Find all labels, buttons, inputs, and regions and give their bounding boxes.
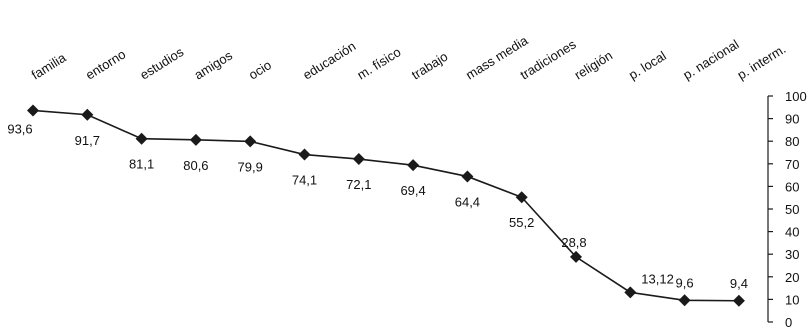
data-point-marker [732, 294, 745, 307]
data-point-marker [624, 286, 637, 299]
data-label: 74,1 [292, 173, 317, 188]
category-label: trabajo [409, 49, 451, 83]
y-tick-label: 0 [785, 315, 792, 330]
category-label: religión [572, 48, 616, 83]
data-label: 69,4 [400, 183, 425, 198]
y-tick-label: 80 [785, 134, 799, 149]
y-tick-label: 70 [785, 157, 799, 172]
data-point-marker [298, 148, 311, 161]
data-label: 81,1 [129, 157, 154, 172]
data-label: 55,2 [509, 215, 534, 230]
data-label: 9,6 [676, 275, 694, 290]
data-labels: 93,6 91,7 81,1 80,6 79,9 74,1 72,1 69,4 64,4 55,2… [7, 121, 748, 290]
category-label: p. interm. [735, 41, 789, 82]
data-label: 72,1 [346, 177, 371, 192]
category-label: entorno [83, 46, 128, 82]
data-point-marker [81, 108, 94, 121]
y-tick-label: 50 [785, 202, 799, 217]
data-label: 93,6 [7, 121, 32, 136]
y-axis: 0 10 20 30 40 50 60 70 80 90 100 [767, 89, 807, 330]
category-label: p. nacional [680, 36, 741, 82]
data-point-marker [515, 191, 528, 204]
y-tick-label: 20 [785, 270, 799, 285]
category-labels: familia entorno estudios amigos ocio educació… [29, 32, 789, 82]
category-label: p. local [626, 48, 669, 83]
data-point-marker [135, 132, 148, 145]
category-label: estudios [137, 44, 186, 83]
data-point-marker [570, 250, 582, 263]
data-markers [27, 104, 745, 307]
data-point-marker [407, 159, 420, 172]
data-label: 64,4 [455, 194, 480, 209]
data-point-marker [189, 133, 202, 146]
y-tick-label: 100 [785, 89, 807, 104]
y-tick-label: 60 [785, 179, 799, 194]
category-label: m. físico [354, 44, 403, 82]
category-label: educación [300, 38, 358, 82]
data-point-marker [352, 153, 365, 166]
data-point-marker [27, 104, 39, 117]
data-label: 79,9 [238, 159, 263, 174]
data-label: 13,12 [641, 271, 674, 286]
y-tick-label: 90 [785, 112, 799, 127]
category-label: amigos [192, 47, 236, 82]
data-label: 91,7 [75, 133, 100, 148]
category-label: familia [29, 50, 69, 83]
series-line [32, 109, 739, 302]
category-label: ocio [246, 57, 274, 82]
data-label: 80,6 [183, 158, 208, 173]
y-tick-label: 30 [785, 247, 799, 262]
data-point-marker [678, 294, 691, 307]
data-label: 28,8 [561, 235, 586, 250]
data-point-marker [461, 170, 474, 183]
data-label: 9,4 [730, 276, 748, 291]
data-point-marker [244, 135, 257, 148]
y-tick-label: 10 [785, 292, 799, 307]
y-tick-label: 40 [785, 225, 799, 240]
